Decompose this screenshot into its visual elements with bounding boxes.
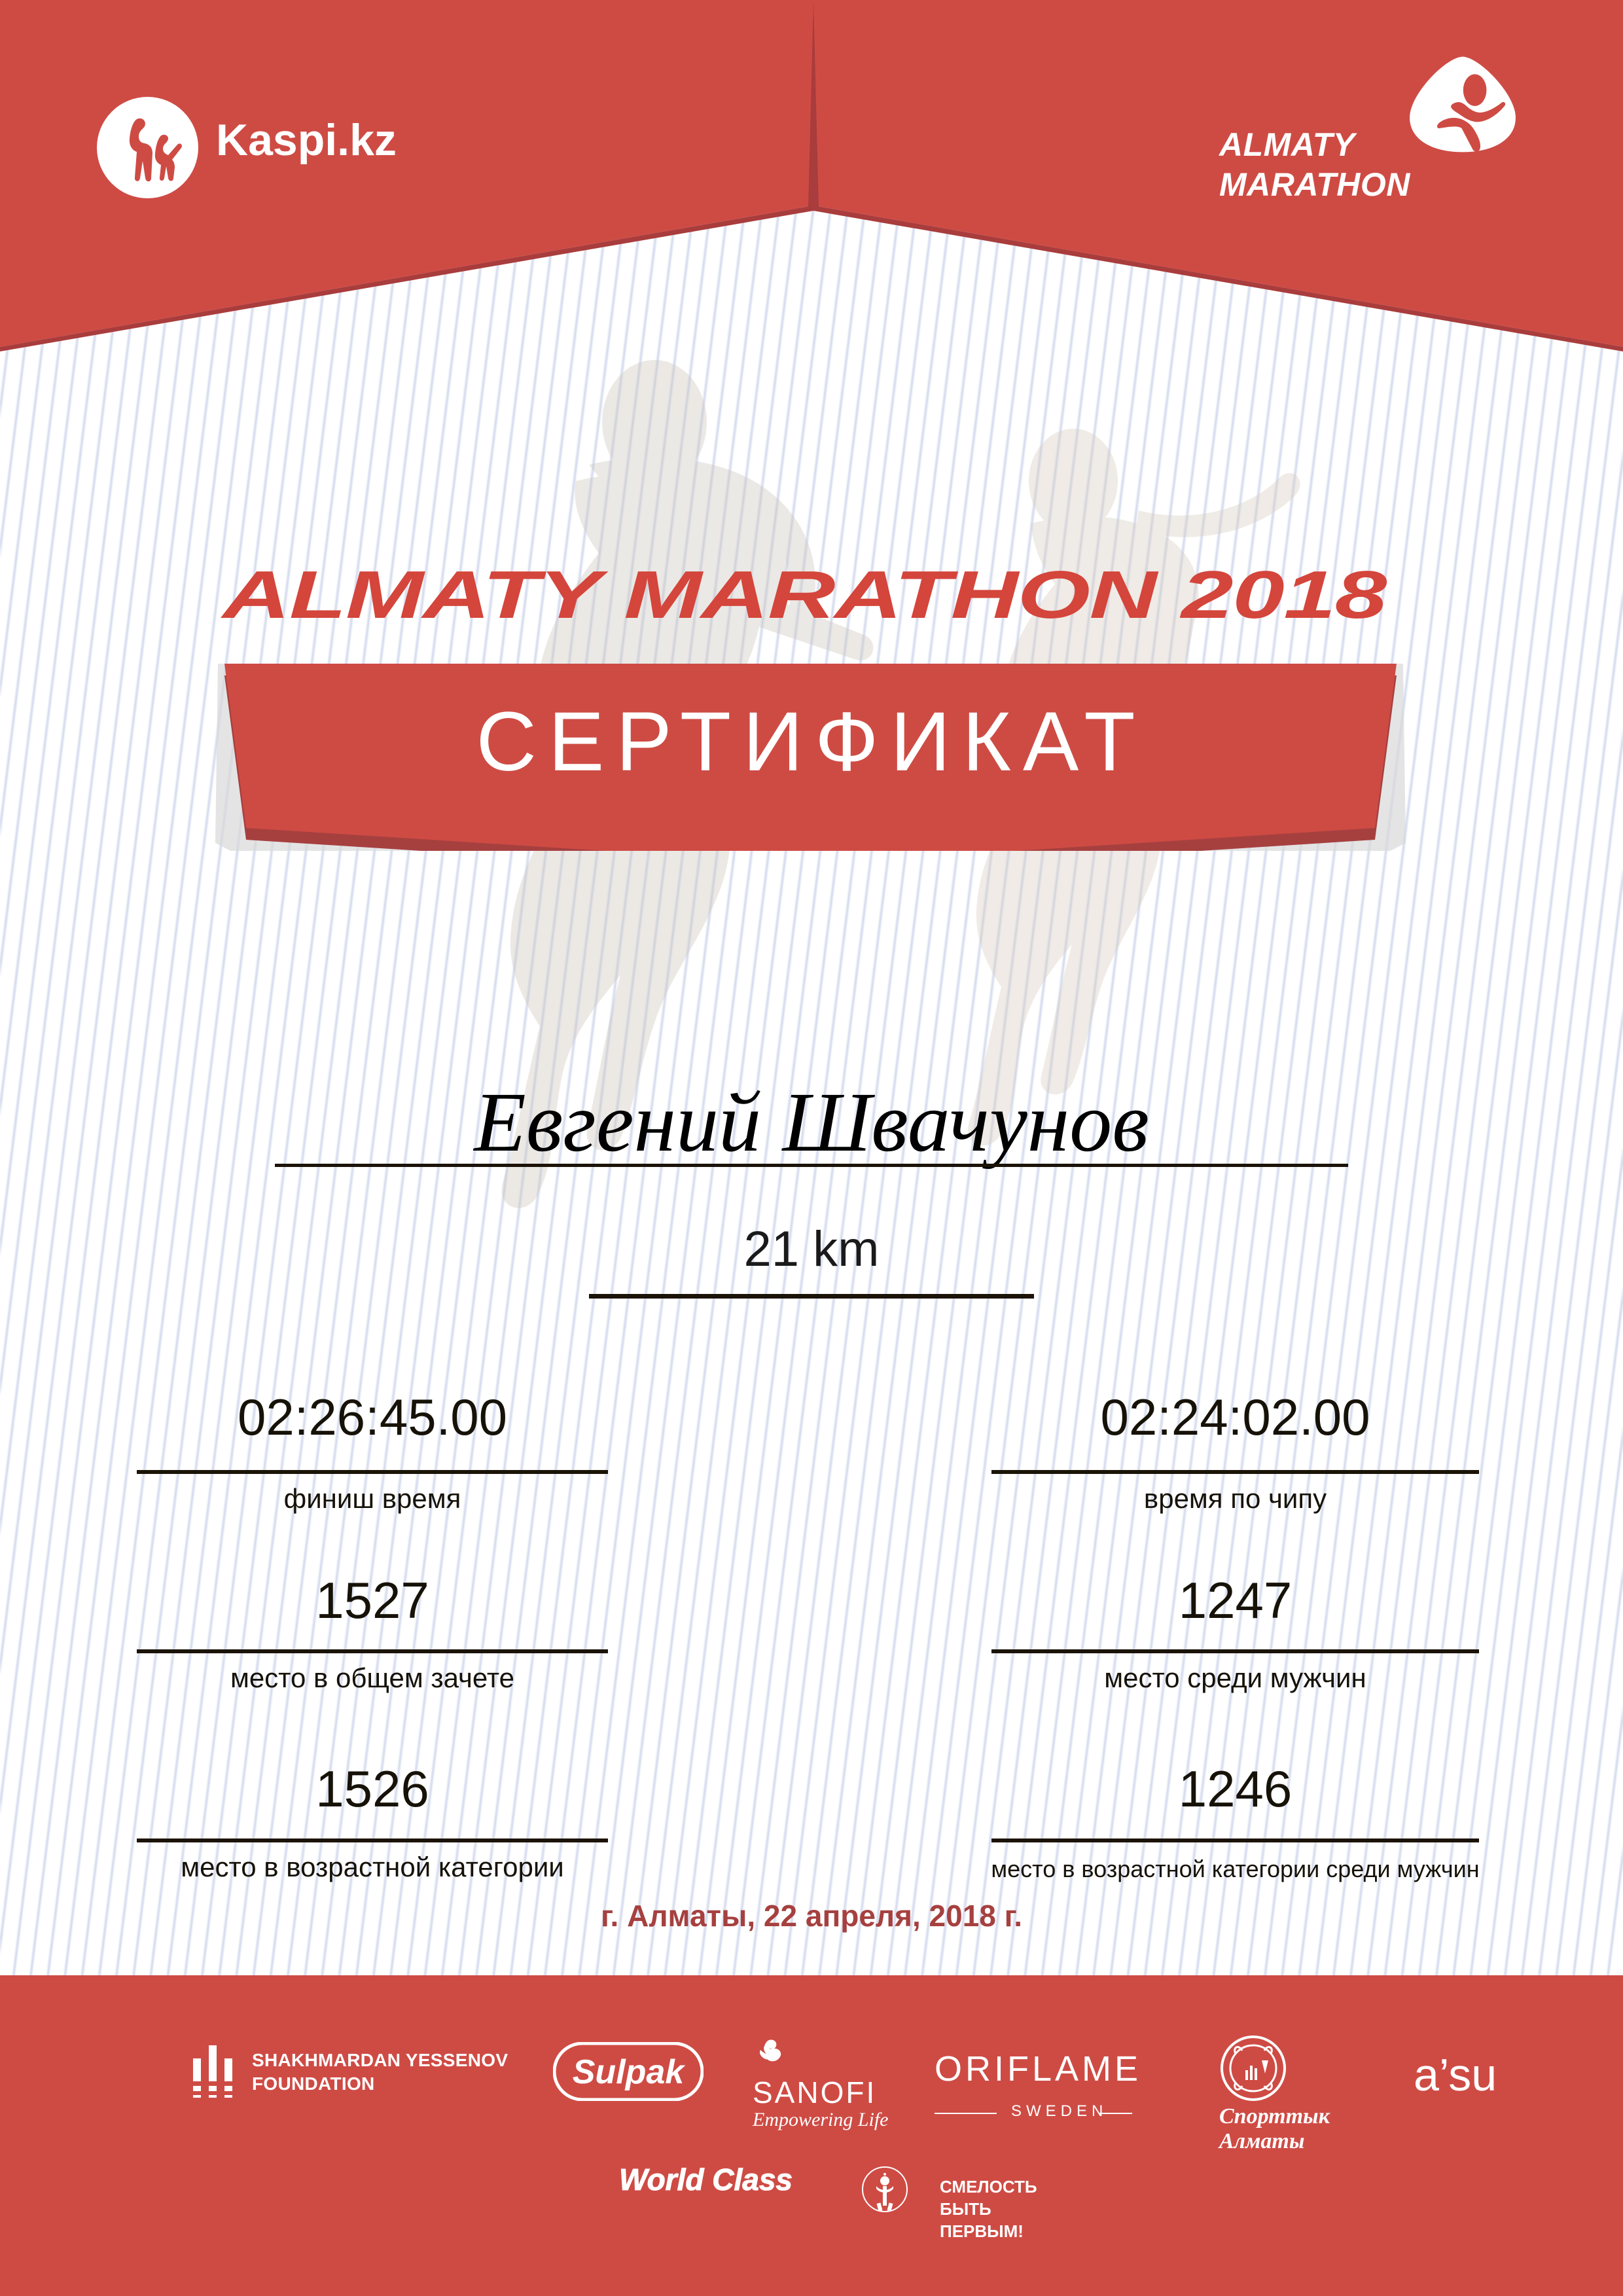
svg-text:Sulpak: Sulpak bbox=[573, 2053, 687, 2091]
svg-text:World Class: World Class bbox=[619, 2162, 793, 2197]
